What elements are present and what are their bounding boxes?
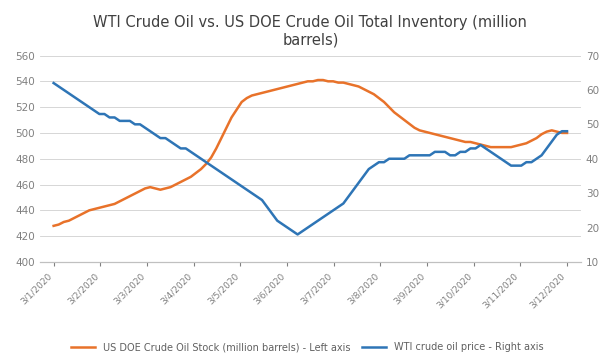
US DOE Crude Oil Stock (million barrels) - Left axis — [50, 224, 57, 228]
WTI crude oil price - Right axis — [497, 157, 505, 161]
WTI crude oil price - Right axis — [457, 150, 464, 154]
WTI crude oil price - Right axis — [147, 129, 154, 133]
WTI crude oil price - Right axis — [416, 153, 423, 157]
US DOE Crude Oil Stock (million barrels) - Left axis — [563, 131, 570, 135]
US DOE Crude Oil Stock (million barrels) - Left axis — [416, 128, 423, 132]
WTI crude oil price - Right axis — [50, 81, 57, 85]
US DOE Crude Oil Stock (million barrels) - Left axis — [284, 84, 291, 89]
WTI crude oil price - Right axis — [294, 232, 301, 236]
Line: US DOE Crude Oil Stock (million barrels) - Left axis: US DOE Crude Oil Stock (million barrels)… — [53, 80, 567, 226]
WTI crude oil price - Right axis — [563, 129, 570, 133]
US DOE Crude Oil Stock (million barrels) - Left axis — [161, 186, 169, 191]
WTI crude oil price - Right axis — [161, 136, 169, 140]
WTI crude oil price - Right axis — [284, 225, 291, 230]
US DOE Crude Oil Stock (million barrels) - Left axis — [147, 185, 154, 189]
Title: WTI Crude Oil vs. US DOE Crude Oil Total Inventory (million
barrels): WTI Crude Oil vs. US DOE Crude Oil Total… — [93, 15, 527, 47]
Legend: US DOE Crude Oil Stock (million barrels) - Left axis, WTI crude oil price - Righ: US DOE Crude Oil Stock (million barrels)… — [67, 338, 547, 356]
US DOE Crude Oil Stock (million barrels) - Left axis — [457, 139, 464, 143]
US DOE Crude Oil Stock (million barrels) - Left axis — [497, 145, 505, 149]
US DOE Crude Oil Stock (million barrels) - Left axis — [314, 78, 322, 82]
Line: WTI crude oil price - Right axis: WTI crude oil price - Right axis — [53, 83, 567, 234]
